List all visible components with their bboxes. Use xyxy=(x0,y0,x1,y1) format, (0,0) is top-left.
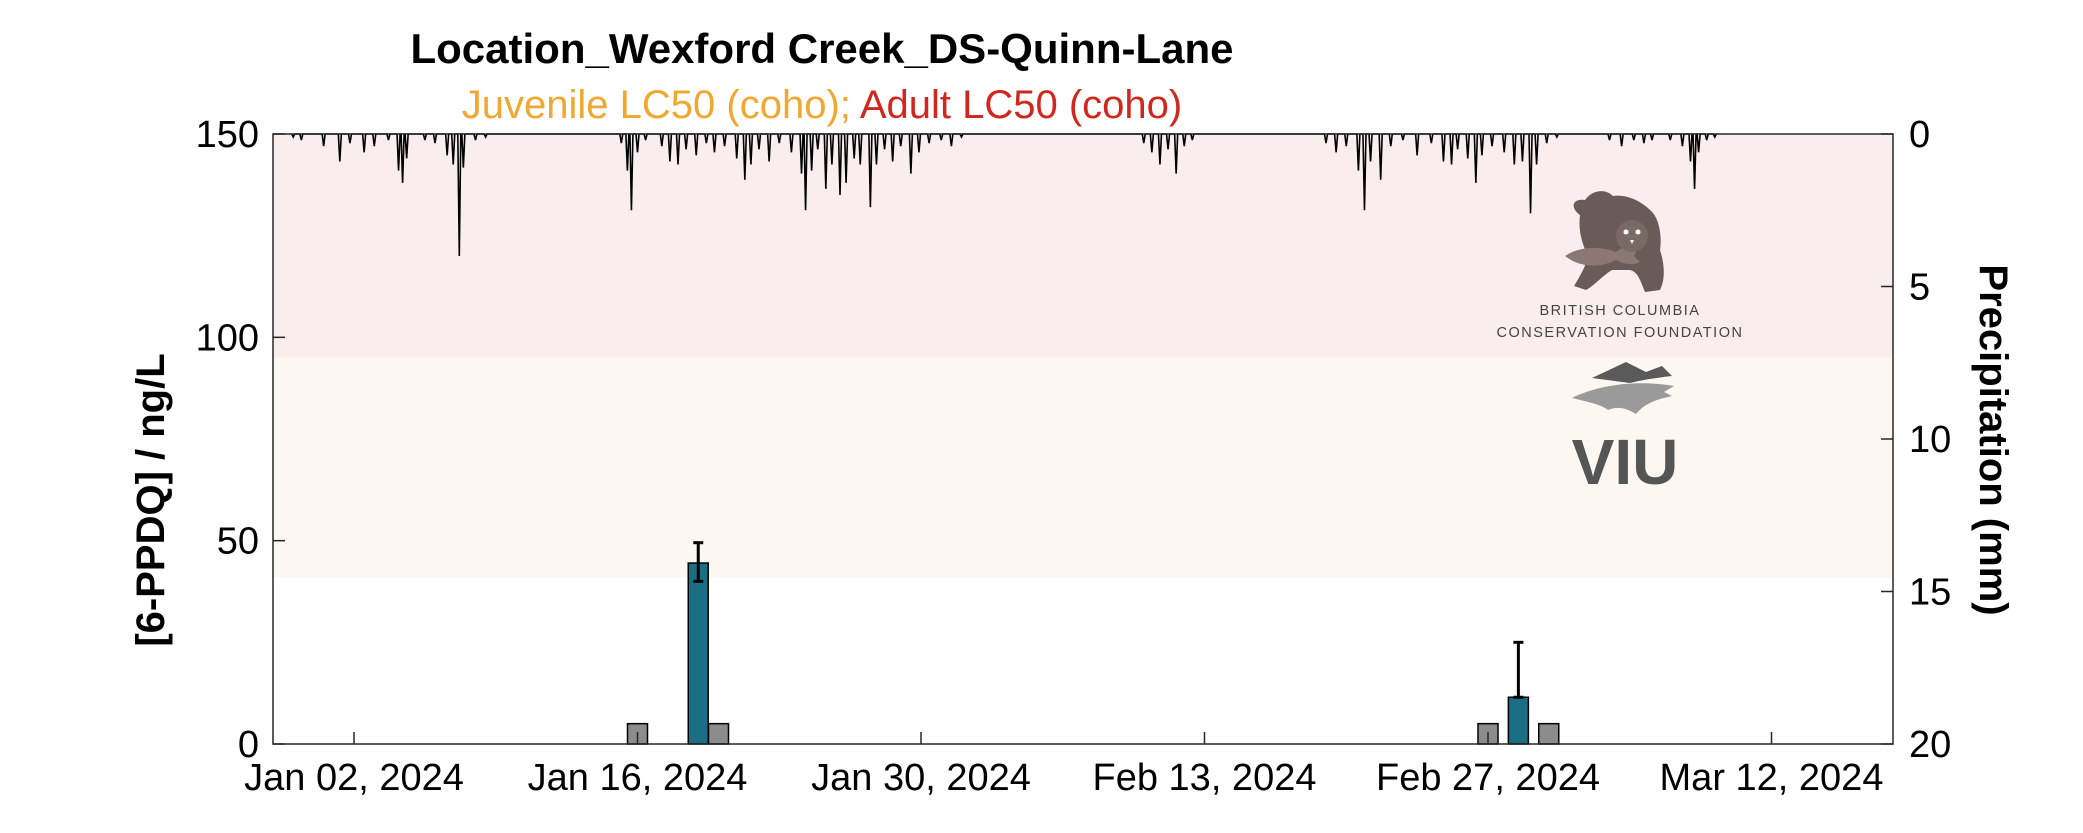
viu-logo: VIU xyxy=(1572,362,1679,498)
bear-fish-icon xyxy=(1565,191,1664,292)
bccf-logo-line1: BRITISH COLUMBIA xyxy=(1540,303,1701,319)
y2-tick-label-3: 15 xyxy=(1909,572,1951,614)
mountain-leaf-icon xyxy=(1572,362,1674,414)
lc50-bands xyxy=(273,134,1893,578)
bar-5 xyxy=(1538,722,1560,745)
y2-tick-label-2: 10 xyxy=(1909,419,1951,461)
x-tick-label-4: Feb 27, 2024 xyxy=(1376,757,1600,799)
subtitle-adult: Adult LC50 (coho) xyxy=(860,83,1182,127)
subtitle-separator: ; xyxy=(840,83,860,127)
y-axis-label: [6-PPDQ] / ng/L xyxy=(129,353,173,646)
x-tick-label-1: Jan 16, 2024 xyxy=(528,757,748,799)
x-tick-label-5: Mar 12, 2024 xyxy=(1660,757,1884,799)
x-tick-label-2: Jan 30, 2024 xyxy=(811,757,1031,799)
bccf-logo-line2: CONSERVATION FOUNDATION xyxy=(1497,325,1744,341)
concentration-bars xyxy=(626,541,1560,745)
bccf-logo: BRITISH COLUMBIA CONSERVATION FOUNDATION xyxy=(1497,191,1744,341)
y-tick-label-0: 0 xyxy=(238,724,259,766)
y-tick-label-2: 100 xyxy=(196,317,259,359)
subtitle-juvenile: Juvenile LC50 (coho) xyxy=(462,83,840,127)
bar-2 xyxy=(707,722,730,745)
chart-subtitle: Juvenile LC50 (coho); Adult LC50 (coho) xyxy=(462,83,1182,127)
y2-axis-label: Precipitation (mm) xyxy=(1971,264,2015,615)
chart-title: Location_Wexford Creek_DS-Quinn-Lane xyxy=(410,25,1233,72)
y-tick-label-3: 150 xyxy=(196,114,259,156)
bar-4 xyxy=(1507,696,1530,745)
y-tick-label-1: 50 xyxy=(217,521,259,563)
y2-tick-label-0: 0 xyxy=(1909,114,1930,156)
y2-tick-label-1: 5 xyxy=(1909,267,1930,309)
x-tick-label-0: Jan 02, 2024 xyxy=(244,757,464,799)
ticks: 0 50 100 150 0 5 10 15 20 Jan 02, 2024 Jan 16, 202… xyxy=(196,114,1952,799)
viu-logo-text: VIU xyxy=(1572,426,1679,498)
logos: BRITISH COLUMBIA CONSERVATION FOUNDATION… xyxy=(1497,191,1744,498)
x-tick-label-3: Feb 13, 2024 xyxy=(1093,757,1317,799)
y2-tick-label-4: 20 xyxy=(1909,724,1951,766)
bar-1 xyxy=(687,562,709,745)
